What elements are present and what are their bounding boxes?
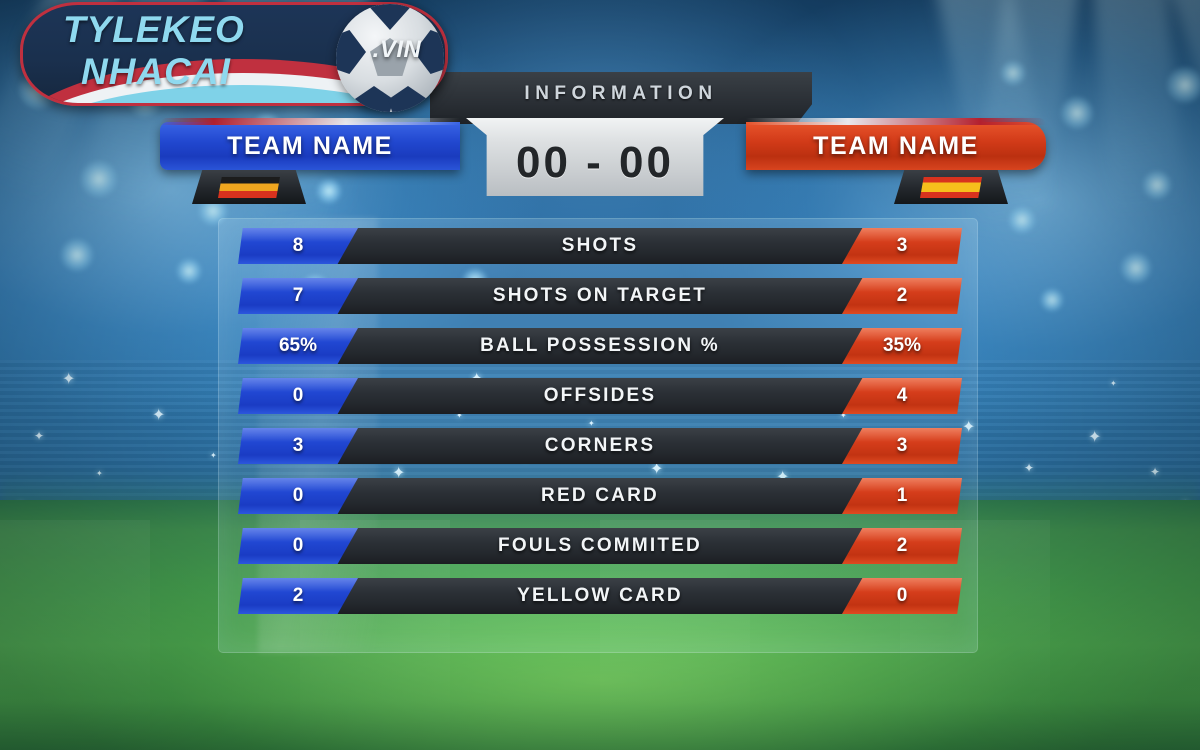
stat-home-value: 65% — [278, 335, 318, 356]
stat-label: OFFSIDES — [543, 385, 657, 406]
sparkle: ✦ — [152, 408, 165, 424]
bokeh-light — [1166, 66, 1200, 104]
stat-label-bar: YELLOW CARD — [296, 578, 904, 614]
stat-label: CORNERS — [544, 435, 656, 456]
bokeh-light — [1060, 96, 1094, 130]
stat-home-value-chip: 7 — [238, 278, 358, 314]
bokeh-light — [1142, 170, 1172, 200]
stat-label-bar: BALL POSSESSION % — [296, 328, 904, 364]
stat-row: SHOTS 8 3 — [238, 228, 962, 264]
stat-away-value: 4 — [896, 385, 908, 406]
stat-away-value: 0 — [896, 585, 908, 606]
stat-row: FOULS COMMITED 0 2 — [238, 528, 962, 564]
home-team-bar[interactable]: TEAM NAME — [160, 118, 460, 170]
stat-home-value: 0 — [292, 485, 304, 506]
stat-label-bar: FOULS COMMITED — [296, 528, 904, 564]
stat-away-value-chip: 1 — [842, 478, 962, 514]
stat-row: SHOTS ON TARGET 7 2 — [238, 278, 962, 314]
score-plate: 00 - 00 — [466, 118, 724, 196]
stat-label: SHOTS ON TARGET — [492, 285, 708, 306]
logo-wordmark: TYLEKEO NHACAI — [63, 11, 363, 90]
stat-home-value: 0 — [292, 535, 304, 556]
stat-home-value-chip: 0 — [238, 528, 358, 564]
sparkle: ✦ — [1024, 462, 1034, 474]
home-flag-badge — [192, 170, 306, 204]
stat-row: RED CARD 0 1 — [238, 478, 962, 514]
stat-row: BALL POSSESSION % 65% 35% — [238, 328, 962, 364]
information-label: INFORMATION — [524, 83, 718, 104]
stat-home-value: 0 — [292, 385, 304, 406]
stat-away-value: 3 — [896, 435, 908, 456]
stat-home-value-chip: 2 — [238, 578, 358, 614]
stat-label: BALL POSSESSION % — [480, 335, 720, 356]
site-logo[interactable]: TYLEKEO NHACAI .VIN — [6, 0, 466, 112]
sparkle: ✦ — [962, 420, 975, 436]
sparkle: ✦ — [456, 412, 463, 420]
information-banner: INFORMATION — [430, 72, 812, 124]
stat-home-value-chip: 8 — [238, 228, 358, 264]
score-value: 00 - 00 — [516, 138, 674, 187]
sparkle: ✦ — [210, 452, 217, 460]
mow-stripe — [0, 520, 150, 750]
bokeh-light — [1000, 60, 1026, 86]
stat-away-value-chip: 35% — [842, 328, 962, 364]
stat-away-value: 3 — [896, 235, 908, 256]
stat-label-bar: CORNERS — [296, 428, 904, 464]
logo-line-2: NHACAI — [81, 51, 231, 92]
match-stats-list: SHOTS 8 3 SHOTS ON TARGET 7 2 BALL POSSESSION … — [238, 228, 962, 628]
stat-home-value-chip: 0 — [238, 378, 358, 414]
stat-away-value-chip: 0 — [842, 578, 962, 614]
stat-away-value: 1 — [896, 485, 908, 506]
stat-away-value-chip: 2 — [842, 528, 962, 564]
away-team-name: TEAM NAME — [813, 131, 979, 160]
bokeh-light — [1008, 206, 1036, 234]
stat-row: CORNERS 3 3 — [238, 428, 962, 464]
stat-home-value: 2 — [292, 585, 304, 606]
stat-away-value: 2 — [896, 535, 908, 556]
flag-spain-icon — [920, 177, 982, 198]
stat-away-value-chip: 3 — [842, 428, 962, 464]
stat-label-bar: SHOTS ON TARGET — [296, 278, 904, 314]
flag-germany-icon — [218, 177, 280, 198]
stat-home-value-chip: 3 — [238, 428, 358, 464]
bokeh-light — [316, 178, 342, 204]
sparkle: ✦ — [840, 412, 847, 420]
bokeh-light — [1120, 252, 1152, 284]
stat-row: YELLOW CARD 2 0 — [238, 578, 962, 614]
away-team-bar[interactable]: TEAM NAME — [746, 118, 1046, 170]
stat-label: YELLOW CARD — [517, 585, 683, 606]
stat-away-value: 35% — [882, 335, 922, 356]
stat-away-value: 2 — [896, 285, 908, 306]
stat-row: OFFSIDES 0 4 — [238, 378, 962, 414]
bokeh-light — [1040, 288, 1064, 312]
sparkle: ✦ — [34, 430, 44, 442]
stat-label: SHOTS — [561, 235, 639, 256]
stat-home-value: 8 — [292, 235, 304, 256]
stat-home-value: 7 — [292, 285, 304, 306]
sparkle: ✦ — [588, 420, 595, 428]
away-flag-badge — [894, 170, 1008, 204]
stat-label-bar: OFFSIDES — [296, 378, 904, 414]
bokeh-light — [60, 238, 94, 272]
logo-line-1: TYLEKEO — [63, 9, 245, 50]
stat-label-bar: SHOTS — [296, 228, 904, 264]
sparkle: ✦ — [1110, 380, 1117, 388]
stat-away-value-chip: 2 — [842, 278, 962, 314]
bokeh-light — [80, 160, 118, 198]
stat-label: FOULS COMMITED — [498, 535, 702, 556]
stat-home-value: 3 — [292, 435, 304, 456]
stat-home-value-chip: 0 — [238, 478, 358, 514]
stat-home-value-chip: 65% — [238, 328, 358, 364]
logo-domain-text: .VIN — [372, 36, 422, 63]
stat-label: RED CARD — [541, 485, 659, 506]
soccer-ball-icon — [336, 4, 444, 112]
home-team-name: TEAM NAME — [227, 131, 393, 160]
stat-away-value-chip: 3 — [842, 228, 962, 264]
bokeh-light — [176, 258, 202, 284]
sparkle: ✦ — [62, 372, 75, 388]
stat-label-bar: RED CARD — [296, 478, 904, 514]
stat-away-value-chip: 4 — [842, 378, 962, 414]
sparkle: ✦ — [1088, 430, 1101, 446]
